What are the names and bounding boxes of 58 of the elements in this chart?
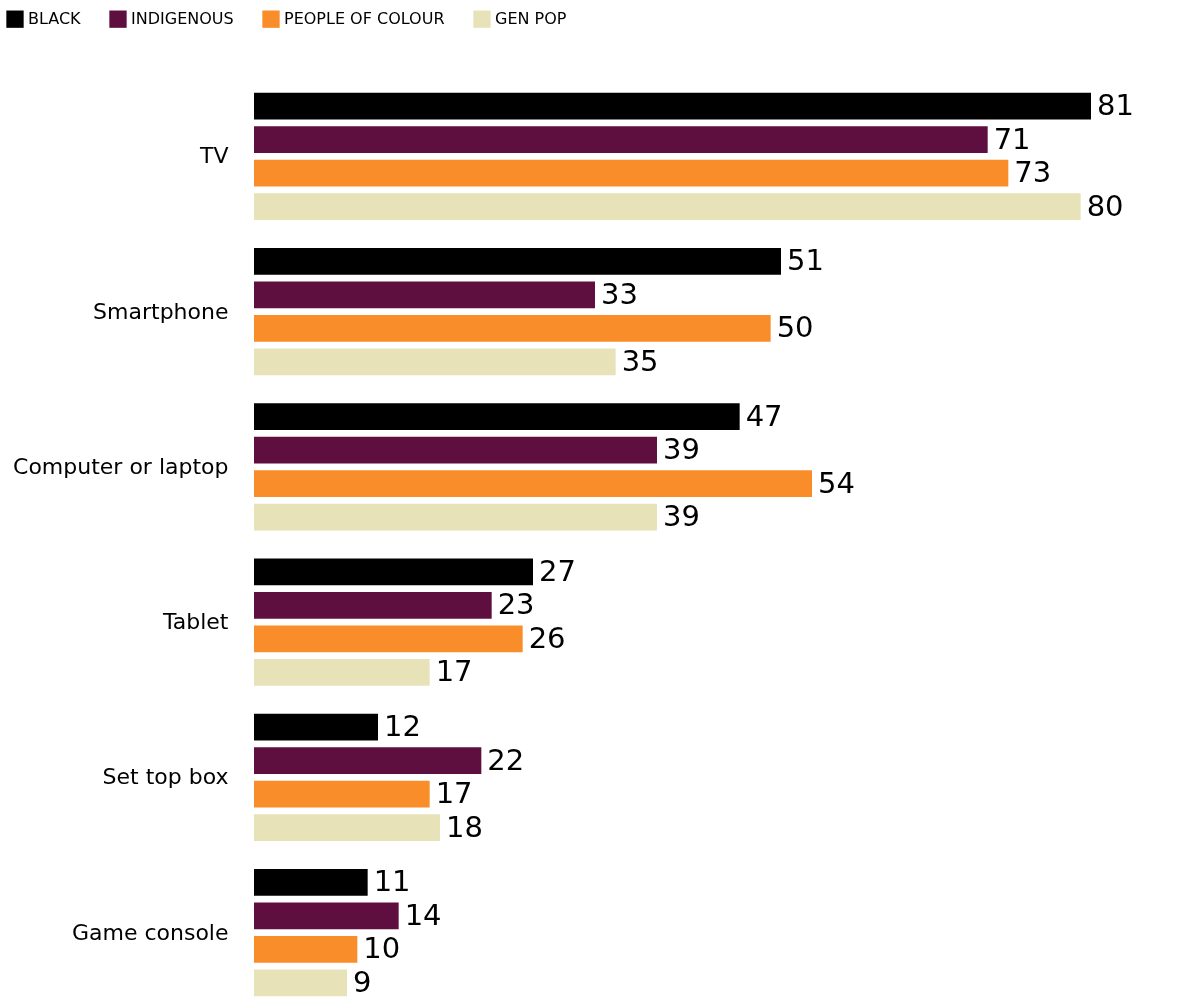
bar: [254, 159, 1009, 187]
data-label: 80: [1086, 188, 1124, 223]
bar: [254, 747, 482, 774]
bar: [254, 248, 781, 275]
bar: [254, 814, 440, 841]
data-label: 18: [446, 809, 483, 844]
y-tick-label: Tablet: [161, 609, 229, 635]
data-label: 26: [528, 620, 566, 655]
bar: [254, 193, 1081, 221]
y-tick-label: Set top box: [102, 764, 229, 790]
data-label: 73: [1014, 155, 1052, 190]
bar: [254, 591, 492, 619]
legend-label: PEOPLE OF COLOUR: [284, 9, 445, 29]
legend-label: GEN POP: [495, 9, 567, 29]
bar: [254, 503, 657, 531]
data-label: 51: [787, 243, 824, 278]
bar: [254, 126, 988, 154]
legend-label: INDIGENOUS: [131, 9, 234, 29]
data-label: 12: [384, 709, 421, 744]
data-label: 81: [1097, 88, 1134, 123]
y-tick-label: Computer or laptop: [13, 453, 229, 479]
bar: [254, 935, 358, 963]
bar: [254, 403, 740, 431]
data-label: 9: [353, 964, 372, 999]
data-label: 33: [601, 276, 638, 311]
bar: [254, 713, 378, 741]
data-label: 50: [776, 310, 814, 345]
bar: [254, 780, 430, 808]
data-label: 35: [621, 343, 659, 378]
bar: [254, 315, 771, 342]
bar: [254, 868, 368, 896]
bar: [254, 470, 812, 498]
data-label: 14: [404, 897, 442, 932]
data-label: 39: [663, 499, 700, 534]
bar: [254, 281, 595, 309]
bar: [254, 625, 523, 653]
y-tick-label: Game console: [71, 919, 229, 945]
data-label: 23: [497, 587, 535, 622]
bar: [254, 658, 430, 686]
bar: [254, 348, 616, 376]
bar: [254, 436, 657, 464]
data-label: 54: [818, 465, 855, 500]
data-label: 10: [363, 931, 401, 966]
data-label: 17: [435, 776, 473, 811]
data-label: 22: [487, 742, 525, 777]
y-tick-label: Smartphone: [93, 298, 229, 324]
data-label: 71: [993, 121, 1031, 156]
y-tick-label: TV: [199, 143, 229, 169]
bar: [254, 969, 347, 997]
data-label: 39: [663, 432, 700, 467]
bar: [254, 902, 399, 930]
data-label: 11: [373, 864, 411, 899]
data-label: 27: [539, 553, 576, 588]
legend-label: BLACK: [28, 9, 82, 29]
bar: [254, 558, 533, 586]
data-label: 17: [435, 654, 473, 689]
bar: [254, 92, 1091, 120]
data-label: 47: [745, 398, 783, 433]
